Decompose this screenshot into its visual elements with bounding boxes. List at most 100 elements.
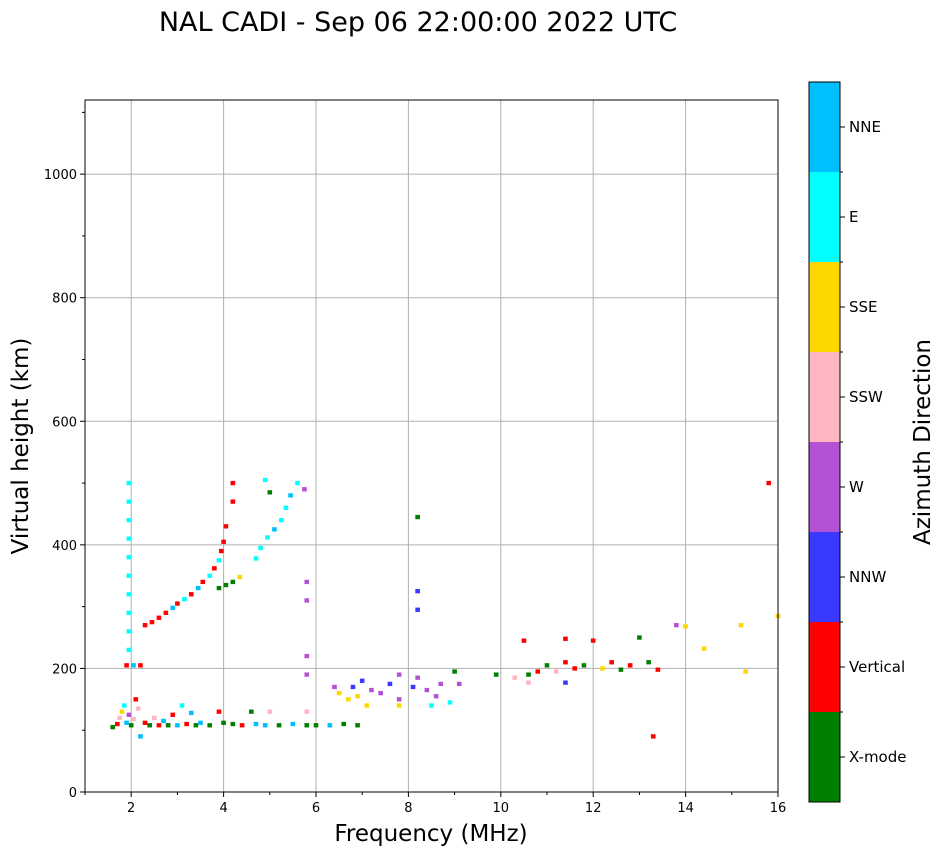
colorbar-frame bbox=[808, 81, 841, 803]
data-point bbox=[350, 684, 356, 690]
data-point bbox=[290, 721, 296, 727]
data-point bbox=[683, 624, 688, 629]
data-point bbox=[336, 690, 342, 696]
x-tick-label: 10 bbox=[493, 801, 510, 816]
data-point bbox=[304, 653, 310, 659]
data-point bbox=[142, 623, 148, 628]
data-point bbox=[119, 709, 125, 714]
data-point bbox=[521, 638, 527, 643]
y-axis-label: Virtual height (km) bbox=[8, 338, 34, 555]
data-point bbox=[239, 723, 245, 728]
data-point bbox=[170, 605, 176, 611]
data-point bbox=[396, 697, 402, 702]
data-point bbox=[424, 687, 430, 693]
data-point bbox=[216, 585, 222, 591]
data-point bbox=[646, 660, 651, 665]
data-point bbox=[175, 723, 180, 728]
data-point bbox=[526, 672, 531, 677]
data-point bbox=[364, 703, 370, 708]
data-point bbox=[279, 517, 284, 523]
data-point bbox=[304, 672, 310, 677]
y-tick-label: 400 bbox=[52, 539, 77, 554]
data-point bbox=[151, 715, 157, 721]
data-point bbox=[110, 724, 116, 730]
data-point bbox=[415, 675, 420, 680]
data-point bbox=[175, 601, 180, 606]
data-point bbox=[149, 619, 155, 625]
data-point bbox=[212, 566, 217, 571]
y-tick-label: 0 bbox=[69, 786, 77, 801]
data-point bbox=[415, 607, 420, 612]
colorbar-tick-label: NNW bbox=[849, 568, 886, 586]
data-point bbox=[581, 663, 587, 668]
data-point bbox=[346, 697, 351, 702]
data-point bbox=[327, 723, 333, 728]
colorbar-segment bbox=[809, 622, 840, 712]
data-point bbox=[341, 721, 347, 727]
data-point bbox=[396, 703, 402, 708]
x-tick-label: 4 bbox=[219, 801, 227, 816]
x-tick-label: 16 bbox=[770, 801, 787, 816]
data-point bbox=[332, 684, 337, 690]
data-point bbox=[126, 592, 132, 597]
data-point bbox=[637, 635, 642, 640]
data-point bbox=[276, 723, 282, 728]
colorbar-segment bbox=[809, 172, 840, 262]
data-point bbox=[304, 598, 310, 603]
data-point bbox=[170, 712, 176, 717]
data-point bbox=[221, 539, 226, 544]
data-point bbox=[230, 721, 236, 727]
colorbar-tick-label: NNE bbox=[849, 118, 881, 136]
data-point bbox=[230, 480, 236, 486]
data-point bbox=[126, 712, 132, 717]
data-point bbox=[216, 558, 222, 563]
data-point bbox=[618, 667, 624, 672]
data-point bbox=[126, 499, 132, 504]
colorbar-tick-label: SSE bbox=[849, 298, 878, 316]
data-point bbox=[193, 723, 199, 728]
data-point bbox=[182, 597, 187, 602]
data-point bbox=[410, 684, 416, 690]
colorbar-segment bbox=[809, 442, 840, 532]
data-point bbox=[163, 610, 169, 615]
colorbar-segment bbox=[809, 262, 840, 352]
x-axis: 2 4 6 8 10 12 14 16 bbox=[84, 792, 787, 816]
colorbar-tick-label: E bbox=[849, 208, 858, 226]
data-point bbox=[115, 721, 120, 727]
y-axis: 0 200 400 600 800 1000 bbox=[44, 111, 85, 801]
data-point bbox=[253, 721, 259, 727]
data-point bbox=[156, 723, 162, 728]
data-point bbox=[355, 723, 360, 728]
data-point bbox=[304, 709, 310, 714]
data-point bbox=[223, 582, 229, 588]
y-tick-label: 1000 bbox=[44, 168, 77, 183]
colorbar-tick-label: SSW bbox=[849, 388, 883, 406]
data-point bbox=[438, 681, 444, 687]
data-points bbox=[110, 477, 781, 739]
data-point bbox=[396, 672, 402, 677]
data-point bbox=[590, 638, 596, 643]
data-point bbox=[131, 663, 136, 668]
data-point bbox=[563, 680, 568, 685]
data-point bbox=[133, 697, 139, 702]
data-point bbox=[249, 709, 254, 714]
data-point bbox=[359, 678, 365, 683]
data-point bbox=[701, 646, 707, 651]
data-point bbox=[126, 536, 132, 541]
data-point bbox=[126, 517, 132, 523]
data-point bbox=[265, 535, 270, 540]
data-point bbox=[147, 723, 152, 728]
x-axis-label: Frequency (MHz) bbox=[334, 821, 527, 847]
data-point bbox=[609, 660, 614, 665]
data-point bbox=[138, 734, 143, 739]
data-point bbox=[117, 715, 122, 721]
colorbar-tick-label: Vertical bbox=[849, 658, 905, 676]
data-point bbox=[198, 720, 203, 725]
data-point bbox=[262, 477, 268, 483]
data-point bbox=[126, 647, 132, 653]
data-point bbox=[452, 669, 457, 674]
data-point bbox=[138, 663, 143, 668]
x-tick-label: 12 bbox=[585, 801, 602, 816]
data-point bbox=[553, 669, 559, 674]
